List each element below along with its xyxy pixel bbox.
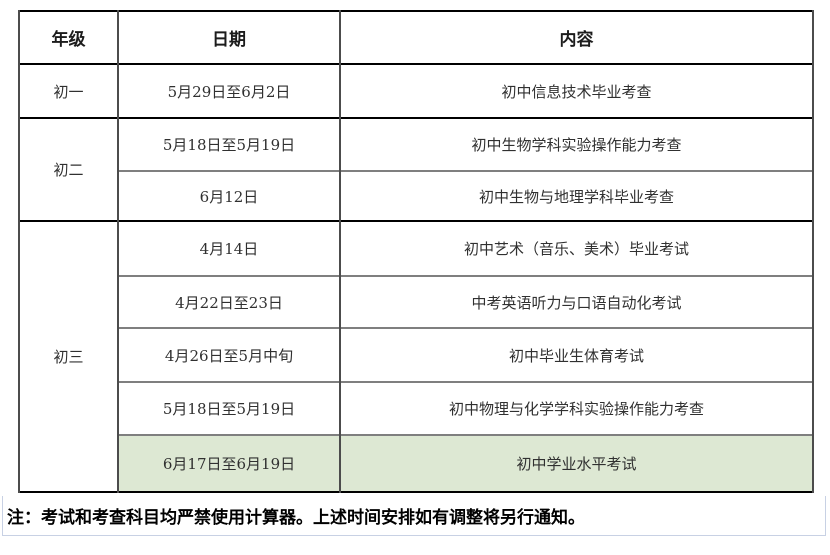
content-cell: 初中艺术（音乐、美术）毕业考试 bbox=[339, 220, 814, 276]
content-cell: 初中生物学科实验操作能力考查 bbox=[339, 117, 814, 171]
table-row-grade3-e-highlighted: 6月17日至6月19日 初中学业水平考试 bbox=[19, 434, 814, 492]
date-cell: 6月12日 bbox=[117, 170, 341, 221]
header-date: 日期 bbox=[117, 11, 341, 64]
table-row-grade1: 初一 5月29日至6月2日 初中信息技术毕业考查 bbox=[18, 63, 814, 118]
content-cell: 初中物理与化学学科实验操作能力考查 bbox=[339, 381, 814, 435]
content-cell: 中考英语听力与口语自动化考试 bbox=[339, 275, 814, 328]
header-grade: 年级 bbox=[18, 11, 119, 64]
grade-cell-chusan: 初三 bbox=[18, 220, 119, 492]
date-cell: 4月26日至5月中旬 bbox=[117, 327, 341, 382]
exam-schedule-table: 年级 日期 内容 初一 5月29日至6月2日 初中信息技术毕业考查 初二 5月1… bbox=[18, 10, 814, 493]
content-cell: 初中生物与地理学科毕业考查 bbox=[339, 170, 814, 221]
content-cell: 初中毕业生体育考试 bbox=[339, 327, 814, 382]
grade-cell-chuyi: 初一 bbox=[18, 63, 119, 118]
content-cell-highlighted: 初中学业水平考试 bbox=[339, 434, 814, 492]
date-cell-highlighted: 6月17日至6月19日 bbox=[117, 434, 341, 492]
table-row-grade3-c: 4月26日至5月中旬 初中毕业生体育考试 bbox=[19, 327, 814, 382]
table-row-grade3-a: 初三 4月14日 初中艺术（音乐、美术）毕业考试 bbox=[18, 220, 814, 492]
header-row: 年级 日期 内容 bbox=[18, 11, 814, 64]
table-row-grade2-a: 初二 5月18日至5月19日 初中生物学科实验操作能力考查 bbox=[18, 117, 814, 221]
header-content: 内容 bbox=[339, 11, 814, 64]
footnote: 注：考试和考查科目均严禁使用计算器。上述时间安排如有调整将另行通知。 bbox=[2, 496, 826, 536]
date-cell: 4月14日 bbox=[117, 220, 341, 276]
date-cell: 5月18日至5月19日 bbox=[117, 117, 341, 171]
date-cell: 5月18日至5月19日 bbox=[117, 381, 341, 435]
table-row-grade3-d: 5月18日至5月19日 初中物理与化学学科实验操作能力考查 bbox=[19, 381, 814, 435]
grade-cell-chuer: 初二 bbox=[18, 117, 119, 221]
table-row-grade2-b: 6月12日 初中生物与地理学科毕业考查 bbox=[19, 170, 814, 221]
date-cell: 5月29日至6月2日 bbox=[117, 63, 341, 118]
date-cell: 4月22日至23日 bbox=[117, 275, 341, 328]
content-cell: 初中信息技术毕业考查 bbox=[339, 63, 814, 118]
table-row-grade3-b: 4月22日至23日 中考英语听力与口语自动化考试 bbox=[19, 275, 814, 328]
